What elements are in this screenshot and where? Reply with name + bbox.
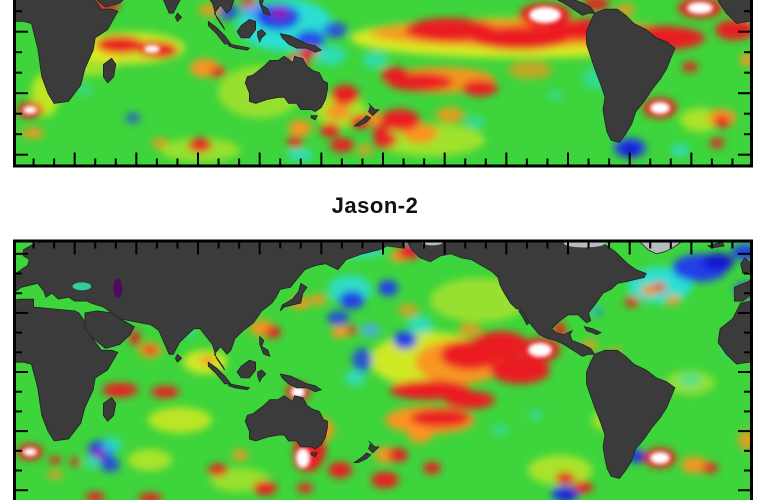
map-panel-top <box>13 0 753 168</box>
map-panel-bottom <box>13 239 753 500</box>
panel-title-jason2: Jason-2 <box>331 193 419 218</box>
